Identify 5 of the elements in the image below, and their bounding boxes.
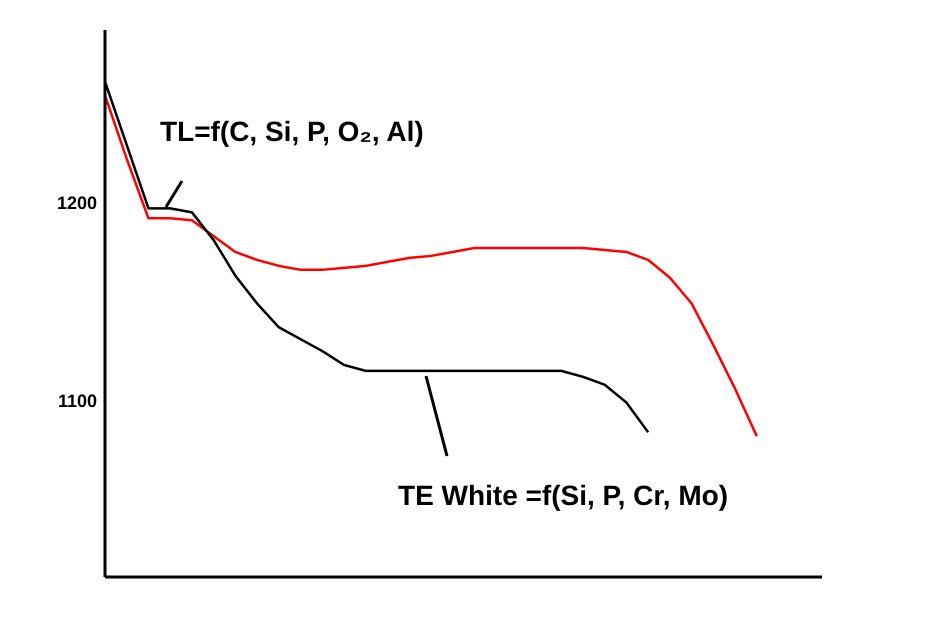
annotation: TE White =f(Si, P, Cr, Mo): [398, 480, 728, 512]
annotation: TL=f(C, Si, P, O₂, Al): [160, 116, 424, 148]
y-tick-label: 1100: [58, 391, 97, 411]
line-series: [105, 94, 758, 438]
y-tick-label: 1200: [56, 192, 97, 213]
